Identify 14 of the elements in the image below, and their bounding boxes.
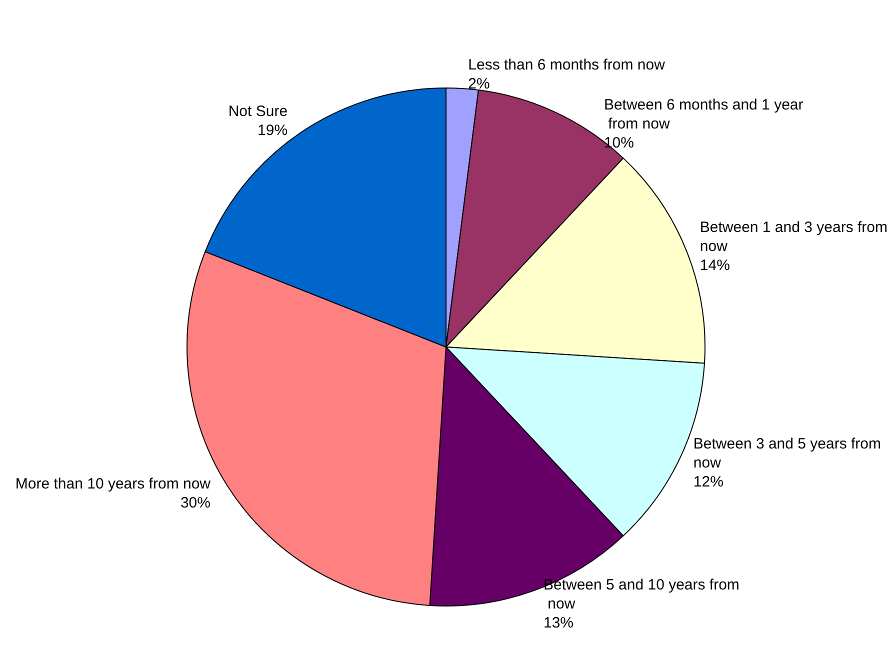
slice-label: Not Sure — [228, 103, 288, 120]
slice-label: More than 10 years from now — [15, 475, 211, 492]
data-label: 30% — [180, 494, 210, 512]
slice-label: Between 1 and 3 years from now — [700, 219, 892, 255]
data-label: 10% — [604, 134, 634, 152]
slice-label: Less than 6 months from now — [468, 56, 666, 74]
data-label: 19% — [258, 122, 288, 140]
slice-label: Between 5 and 10 years from now — [543, 576, 740, 612]
data-label: 13% — [543, 614, 574, 632]
slice-label: Between 6 months and 1 year from now — [604, 96, 804, 133]
data-label: 14% — [700, 257, 730, 274]
data-label: 2% — [468, 76, 490, 93]
data-label: 12% — [693, 474, 724, 491]
slice-label: Between 3 and 5 years from now — [693, 436, 886, 472]
